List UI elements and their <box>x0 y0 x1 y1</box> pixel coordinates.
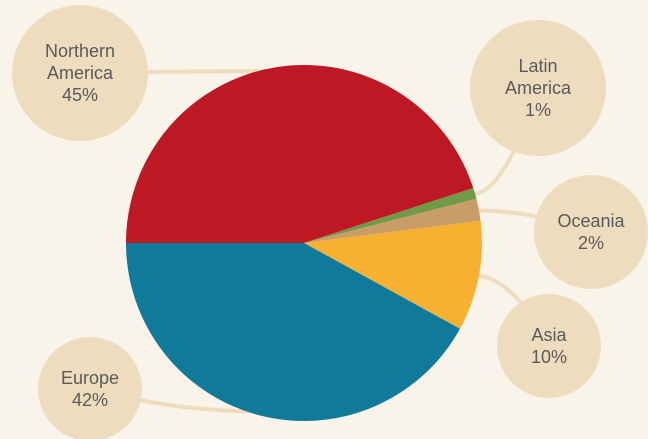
label-circle-asia <box>497 294 601 398</box>
label-circle-latin-america <box>470 20 606 156</box>
pie-slices <box>126 65 482 421</box>
slice-value-northern-america: 45% <box>62 85 98 105</box>
slice-value-oceania: 2% <box>578 233 604 253</box>
pie-slice-latin-america <box>304 187 477 243</box>
label-circle-northern-america <box>12 5 148 141</box>
slice-labels: NorthernAmerica45%LatinAmerica1%Oceania2… <box>12 5 648 439</box>
label-circle-europe <box>38 337 142 439</box>
slice-label-asia: Asia <box>531 325 567 345</box>
slice-value-latin-america: 1% <box>525 100 551 120</box>
slice-label-oceania: Oceania <box>557 211 625 231</box>
slice-label-europe: Europe <box>61 368 119 388</box>
slice-value-asia: 10% <box>531 347 567 367</box>
pie-slice-northern-america <box>126 65 474 243</box>
pie-slice-oceania <box>304 198 481 243</box>
label-circle-oceania <box>534 175 648 289</box>
pie-slice-europe <box>126 243 460 421</box>
slice-label-latin-america: Latin <box>518 56 557 76</box>
slice-label-northern-america: America <box>47 63 114 83</box>
slice-label-latin-america: America <box>505 78 572 98</box>
pie-slice-asia <box>304 220 482 329</box>
slice-value-europe: 42% <box>72 390 108 410</box>
slice-label-northern-america: Northern <box>45 41 115 61</box>
